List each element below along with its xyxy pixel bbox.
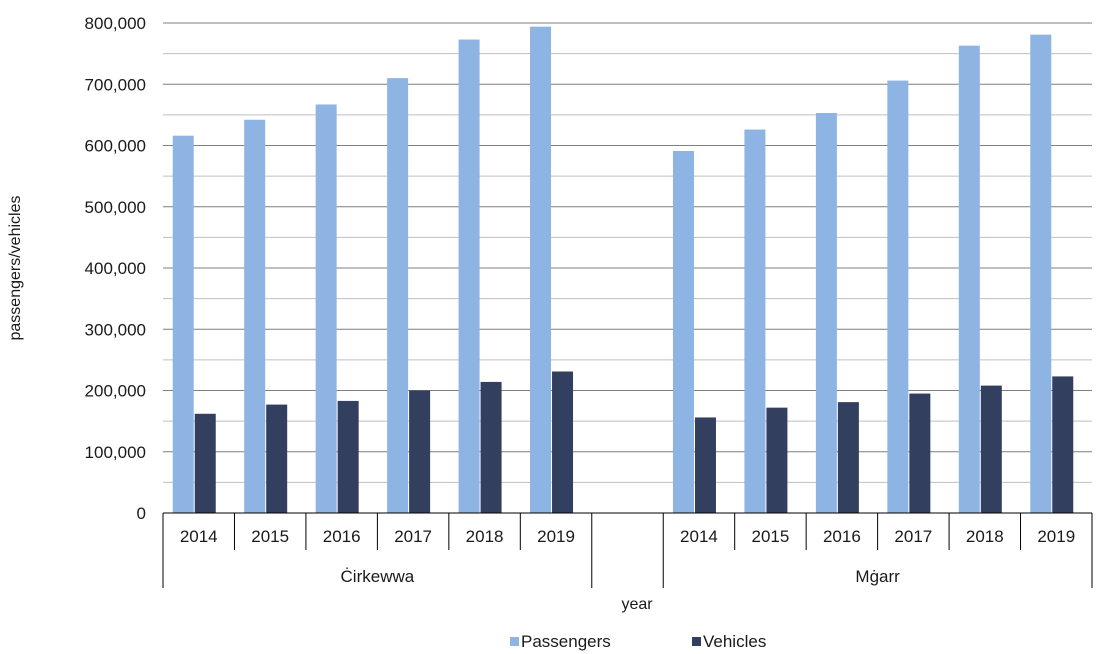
y-axis-title: passengers/vehicles bbox=[7, 196, 24, 341]
x-tick-label: 2017 bbox=[394, 527, 432, 546]
passengers-bar bbox=[315, 104, 337, 514]
y-tick-label: 300,000 bbox=[85, 320, 146, 339]
vehicles-bar bbox=[337, 400, 359, 513]
x-tick-label: 2019 bbox=[537, 527, 575, 546]
x-axis-title: year bbox=[621, 596, 653, 613]
x-tick-label: 2014 bbox=[680, 527, 718, 546]
vehicles-bar bbox=[194, 413, 216, 513]
x-tick-label: 2015 bbox=[752, 527, 790, 546]
group-label: Ċirkewwa bbox=[341, 566, 415, 586]
x-tick-label: 2018 bbox=[466, 527, 504, 546]
passengers-bar bbox=[458, 39, 480, 513]
y-tick-label: 100,000 bbox=[85, 443, 146, 462]
passengers-bar bbox=[744, 129, 766, 513]
y-tick-label: 500,000 bbox=[85, 198, 146, 217]
vehicles-bar bbox=[694, 417, 716, 513]
passengers-bar bbox=[1030, 34, 1052, 513]
passengers-bar bbox=[172, 135, 194, 513]
x-tick-label: 2016 bbox=[323, 527, 361, 546]
passengers-bar bbox=[958, 45, 980, 513]
vehicles-bar bbox=[480, 381, 502, 513]
vehicles-bar bbox=[766, 407, 788, 513]
vehicles-bar bbox=[409, 390, 431, 513]
legend: Passengers Vehicles bbox=[510, 632, 766, 651]
y-tick-label: 700,000 bbox=[85, 75, 146, 94]
x-tick-label: 2015 bbox=[251, 527, 289, 546]
x-tick-label: 2016 bbox=[823, 527, 861, 546]
vehicles-legend-swatch bbox=[692, 637, 701, 646]
x-tick-label: 2019 bbox=[1037, 527, 1075, 546]
y-tick-label: 800,000 bbox=[85, 14, 146, 33]
passengers-bar bbox=[672, 151, 694, 513]
vehicles-bar bbox=[837, 402, 859, 513]
x-tick-label: 2017 bbox=[894, 527, 932, 546]
axes: 0 100,000 200,000 300,000 400,000 500,000 600,… bbox=[85, 14, 1093, 588]
passengers-bar bbox=[530, 26, 552, 514]
vehicles-bar bbox=[552, 371, 574, 513]
y-tick-label: 200,000 bbox=[85, 382, 146, 401]
x-tick-label: 2018 bbox=[966, 527, 1004, 546]
passengers-bar bbox=[815, 113, 837, 513]
vehicles-legend-label: Vehicles bbox=[703, 632, 766, 651]
passengers-bar bbox=[387, 78, 409, 513]
gridlines bbox=[163, 22, 1092, 483]
vehicles-bar bbox=[266, 404, 288, 513]
y-tick-label: 0 bbox=[137, 504, 146, 523]
passengers-legend-label: Passengers bbox=[521, 632, 611, 651]
vehicles-bar bbox=[1052, 376, 1074, 513]
y-tick-label: 400,000 bbox=[85, 259, 146, 278]
vehicles-bar bbox=[980, 385, 1002, 513]
x-tick-label: 2014 bbox=[180, 527, 218, 546]
y-tick-label: 600,000 bbox=[85, 137, 146, 156]
passengers-bar bbox=[887, 80, 909, 513]
passengers-bar bbox=[244, 119, 266, 514]
vehicles-bar bbox=[909, 393, 931, 513]
group-label: Mġarr bbox=[855, 567, 900, 586]
passengers-legend-swatch bbox=[510, 637, 519, 646]
bars bbox=[172, 26, 1074, 514]
